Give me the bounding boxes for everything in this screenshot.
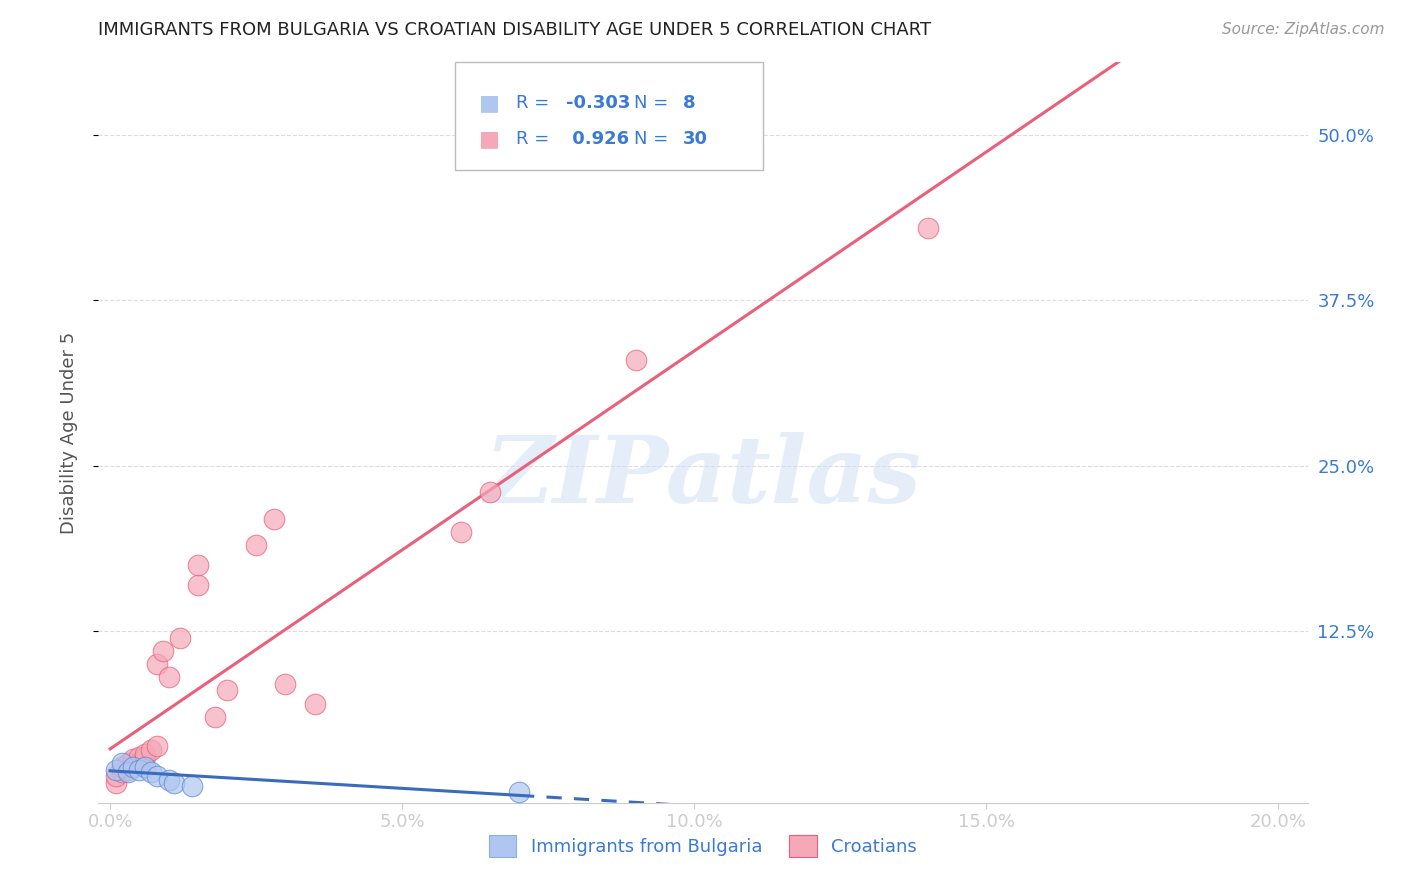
Point (450, 524, 472, 539)
Point (215, 683, 238, 698)
Y-axis label: Disability Age Under 5: Disability Age Under 5 (59, 332, 77, 533)
Text: N =: N = (634, 129, 673, 148)
Point (508, 785, 530, 799)
Text: 8: 8 (682, 95, 695, 112)
Point (157, 773, 180, 788)
Text: 0.926: 0.926 (567, 129, 630, 148)
Point (187, 558, 209, 572)
Text: 30: 30 (682, 129, 707, 148)
Point (104, 776, 127, 790)
Text: IMMIGRANTS FROM BULGARIA VS CROATIAN DISABILITY AGE UNDER 5 CORRELATION CHART: IMMIGRANTS FROM BULGARIA VS CROATIAN DIS… (98, 21, 932, 38)
Point (111, 756, 134, 771)
Text: Source: ZipAtlas.com: Source: ZipAtlas.com (1222, 22, 1385, 37)
Point (263, 511, 285, 525)
FancyBboxPatch shape (456, 62, 763, 169)
Point (146, 739, 169, 753)
Point (117, 763, 139, 777)
Legend: Immigrants from Bulgaria, Croatians: Immigrants from Bulgaria, Croatians (482, 828, 924, 864)
Point (128, 763, 150, 777)
Point (104, 769, 127, 783)
Point (624, 352, 647, 367)
Point (478, 485, 501, 500)
Text: ZIPatlas: ZIPatlas (485, 432, 921, 522)
Point (163, 776, 186, 790)
Point (187, 577, 209, 591)
Point (111, 765, 134, 780)
Point (274, 677, 297, 691)
Text: -0.303: -0.303 (567, 95, 631, 112)
Text: R =: R = (516, 95, 554, 112)
Point (152, 644, 174, 658)
Text: ■: ■ (479, 93, 501, 113)
Point (128, 749, 150, 764)
Point (146, 769, 169, 783)
Text: ■: ■ (479, 128, 501, 149)
Point (139, 743, 162, 757)
Point (134, 747, 156, 761)
Point (146, 657, 169, 671)
Point (304, 697, 326, 711)
Point (180, 779, 202, 793)
Point (134, 749, 156, 764)
Point (128, 756, 150, 771)
Point (139, 765, 162, 780)
Point (157, 670, 180, 684)
Point (117, 765, 139, 780)
Point (122, 760, 145, 774)
Point (117, 756, 139, 771)
Point (104, 763, 127, 777)
Point (122, 760, 145, 774)
Point (169, 631, 191, 645)
Point (122, 752, 145, 766)
Point (917, 220, 939, 235)
Text: R =: R = (516, 129, 554, 148)
Point (245, 538, 267, 552)
Point (134, 760, 156, 774)
Point (204, 710, 226, 724)
Text: N =: N = (634, 95, 673, 112)
Point (111, 760, 134, 774)
